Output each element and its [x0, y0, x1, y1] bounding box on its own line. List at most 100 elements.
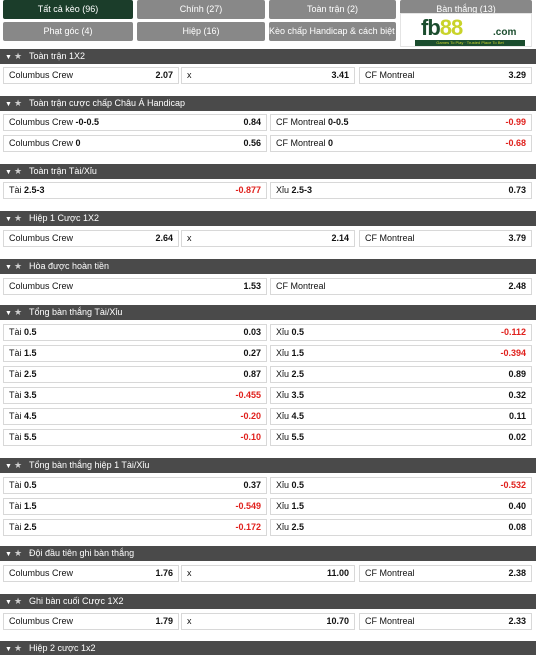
market-header[interactable]: ▼ ★ Tổng bàn thắng Tài/Xỉu [0, 305, 536, 320]
market-header[interactable]: ▼ ★ Hòa được hoàn tiền [0, 259, 536, 274]
odds-cell[interactable]: Xỉu 2.5-3 0.73 [270, 182, 532, 199]
handicap-line: 2.5 [291, 369, 305, 379]
odds-cell[interactable]: CF Montreal 2.48 [270, 278, 532, 295]
odds-cell[interactable]: Columbus Crew -0-0.5 0.84 [3, 114, 267, 131]
odds-cell[interactable]: x 2.14 [181, 230, 355, 247]
collapse-caret-icon[interactable]: ▼ [5, 101, 12, 108]
odds-cell[interactable]: Xỉu 5.5 0.02 [270, 429, 532, 446]
tab-full-match[interactable]: Toàn trận (2) [269, 0, 396, 19]
selection-name: Tài [9, 348, 22, 358]
odds-cell[interactable]: x 10.70 [181, 613, 355, 630]
favorite-star-icon[interactable]: ★ [14, 51, 23, 61]
handicap-line: 0.5 [24, 327, 37, 337]
fb88-logo[interactable]: fb88 .com Games To Play · Trusted Place … [400, 13, 532, 47]
tab-corners[interactable]: Phạt góc (4) [3, 22, 133, 41]
odds-cell[interactable]: Tài 0.5 0.37 [3, 477, 267, 494]
odds-cell[interactable]: CF Montreal 2.38 [359, 565, 532, 582]
collapse-caret-icon[interactable]: ▼ [5, 169, 12, 176]
odds-cell[interactable]: Columbus Crew 1.53 [3, 278, 267, 295]
tab-all-markets[interactable]: Tất cả kèo (96) [3, 0, 133, 19]
odds-cell[interactable]: Columbus Crew 1.76 [3, 565, 179, 582]
selection-name: Columbus Crew [9, 281, 74, 291]
odds-cell[interactable]: Tài 2.5 -0.172 [3, 519, 267, 536]
selection-label: Xỉu 1.5 [276, 499, 304, 514]
tab-handicap[interactable]: Kèo chấp Handicap & cách biệt (2) [269, 22, 396, 41]
market-header[interactable]: ▼ ★ Ghi bàn cuối Cược 1X2 [0, 594, 536, 609]
odds-cell[interactable]: Xỉu 0.5 -0.532 [270, 477, 532, 494]
odds-cell[interactable]: CF Montreal 3.29 [359, 67, 532, 84]
collapse-caret-icon[interactable]: ▼ [5, 54, 12, 61]
selection-label: x [187, 614, 192, 629]
collapse-caret-icon[interactable]: ▼ [5, 216, 12, 223]
odds-cell[interactable]: CF Montreal 3.79 [359, 230, 532, 247]
odds-cell[interactable]: CF Montreal 2.33 [359, 613, 532, 630]
odds-cell[interactable]: Columbus Crew 1.79 [3, 613, 179, 630]
selection-label: Tài 4.5 [9, 409, 37, 424]
odds-cell[interactable]: Tài 5.5 -0.10 [3, 429, 267, 446]
favorite-star-icon[interactable]: ★ [14, 261, 23, 271]
odds-cell[interactable]: Tài 2.5 0.87 [3, 366, 267, 383]
odds-cell[interactable]: CF Montreal 0 -0.68 [270, 135, 532, 152]
market-header[interactable]: ▼ ★ Hiệp 2 cược 1x2 [0, 641, 536, 655]
collapse-caret-icon[interactable]: ▼ [5, 599, 12, 606]
odds-cell[interactable]: Tài 1.5 0.27 [3, 345, 267, 362]
collapse-caret-icon[interactable]: ▼ [5, 264, 12, 271]
odds-cell[interactable]: x 11.00 [181, 565, 355, 582]
selection-label: Tài 2.5 [9, 520, 37, 535]
tab-main[interactable]: Chính (27) [137, 0, 265, 19]
favorite-star-icon[interactable]: ★ [14, 460, 23, 470]
odds-cell[interactable]: Xỉu 2.5 0.08 [270, 519, 532, 536]
favorite-star-icon[interactable]: ★ [14, 98, 23, 108]
favorite-star-icon[interactable]: ★ [14, 596, 23, 606]
odds-value: 0.40 [508, 501, 526, 511]
odds-cell[interactable]: Columbus Crew 2.07 [3, 67, 179, 84]
collapse-caret-icon[interactable]: ▼ [5, 463, 12, 470]
selection-label: x [187, 231, 192, 246]
market-header[interactable]: ▼ ★ Toàn trận 1X2 [0, 49, 536, 64]
favorite-star-icon[interactable]: ★ [14, 166, 23, 176]
selection-name: x [187, 568, 192, 578]
odds-cell[interactable]: x 3.41 [181, 67, 355, 84]
handicap-line: 2.5-3 [24, 185, 45, 195]
favorite-star-icon[interactable]: ★ [14, 643, 23, 653]
odds-cell[interactable]: Tài 0.5 0.03 [3, 324, 267, 341]
odds-cell[interactable]: Tài 4.5 -0.20 [3, 408, 267, 425]
odds-value: 3.79 [508, 233, 526, 243]
odds-cell[interactable]: Tài 1.5 -0.549 [3, 498, 267, 515]
selection-label: x [187, 68, 192, 83]
selection-label: Tài 1.5 [9, 499, 37, 514]
odds-cell[interactable]: Xỉu 2.5 0.89 [270, 366, 532, 383]
market-header[interactable]: ▼ ★ Toàn trận cược chấp Châu Á Handicap [0, 96, 536, 111]
market-header[interactable]: ▼ ★ Tổng bàn thắng hiệp 1 Tài/Xỉu [0, 458, 536, 473]
selection-name: Tài [9, 480, 22, 490]
odds-cell[interactable]: CF Montreal 0-0.5 -0.99 [270, 114, 532, 131]
collapse-caret-icon[interactable]: ▼ [5, 646, 12, 653]
odds-value: 0.11 [508, 411, 526, 421]
collapse-caret-icon[interactable]: ▼ [5, 310, 12, 317]
market-header[interactable]: ▼ ★ Toàn trận Tài/Xỉu [0, 164, 536, 179]
odds-cell[interactable]: Xỉu 3.5 0.32 [270, 387, 532, 404]
odds-cell[interactable]: Tài 3.5 -0.455 [3, 387, 267, 404]
odds-value: 0.84 [243, 117, 261, 127]
collapse-caret-icon[interactable]: ▼ [5, 551, 12, 558]
odds-cell[interactable]: Xỉu 4.5 0.11 [270, 408, 532, 425]
selection-label: Tài 0.5 [9, 325, 37, 340]
handicap-line: 2.5 [24, 522, 37, 532]
favorite-star-icon[interactable]: ★ [14, 213, 23, 223]
odds-cell[interactable]: Xỉu 1.5 0.40 [270, 498, 532, 515]
odds-value: 11.00 [326, 568, 349, 578]
favorite-star-icon[interactable]: ★ [14, 548, 23, 558]
odds-cell[interactable]: Xỉu 0.5 -0.112 [270, 324, 532, 341]
selection-name: Columbus Crew [9, 568, 74, 578]
market-header[interactable]: ▼ ★ Đội đầu tiên ghi bàn thắng [0, 546, 536, 561]
odds-cell[interactable]: Columbus Crew 0 0.56 [3, 135, 267, 152]
odds-value: -0.172 [235, 522, 261, 532]
odds-value: 0.89 [508, 369, 526, 379]
market-header[interactable]: ▼ ★ Hiệp 1 Cược 1X2 [0, 211, 536, 226]
odds-cell[interactable]: Xỉu 1.5 -0.394 [270, 345, 532, 362]
odds-cell[interactable]: Columbus Crew 2.64 [3, 230, 179, 247]
favorite-star-icon[interactable]: ★ [14, 307, 23, 317]
tab-half[interactable]: Hiệp (16) [137, 22, 265, 41]
odds-cell[interactable]: Tài 2.5-3 -0.877 [3, 182, 267, 199]
handicap-line: 5.5 [24, 432, 37, 442]
